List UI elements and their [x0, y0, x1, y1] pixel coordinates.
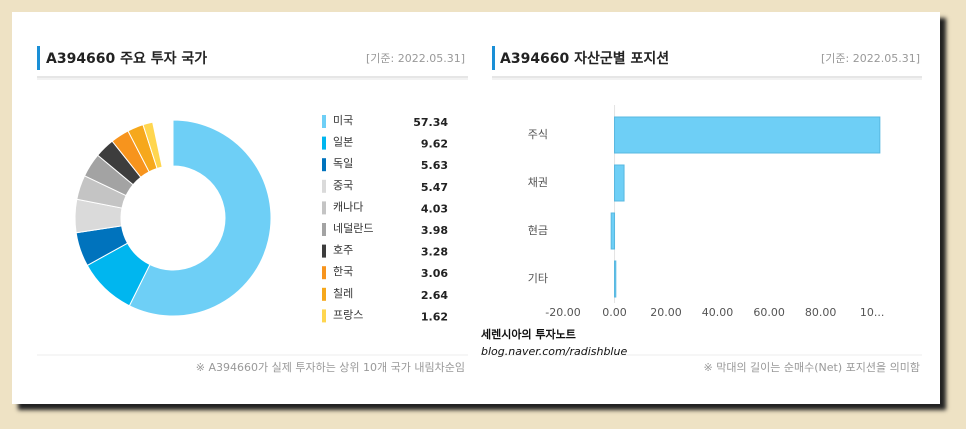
legend-swatch: [322, 136, 326, 150]
title-accent: [492, 46, 495, 70]
legend-swatch: [322, 179, 326, 193]
legend-label: 한국: [333, 265, 353, 278]
bar: [614, 260, 617, 298]
x-tick-label: 20.00: [650, 306, 682, 319]
legend-label: 독일: [333, 156, 353, 170]
bar: [614, 164, 625, 202]
date: [기준: 2022.05.31]: [821, 52, 920, 65]
legend-swatch: [322, 244, 326, 258]
bar: [610, 212, 616, 250]
footnote: ※ A394660가 실제 투자하는 상위 10개 국가 내림차순임: [196, 360, 465, 374]
x-tick-label: 80.00: [805, 306, 837, 319]
x-tick-label: -20.00: [545, 306, 580, 319]
legend-label: 중국: [333, 179, 353, 192]
y-tick-label: 채권: [528, 176, 548, 189]
chart-title: A394660 주요 투자 국가: [46, 51, 207, 67]
legend-swatch: [322, 309, 326, 323]
donut-slice: [142, 121, 163, 170]
legend-value: 4.03: [421, 202, 448, 215]
y-tick-label: 현금: [528, 224, 548, 237]
legend-label: 칠레: [333, 287, 353, 300]
y-tick-label: 주식: [528, 128, 548, 141]
legend-label: 미국: [333, 114, 353, 127]
legend-swatch: [322, 158, 326, 172]
legend-label: 프랑스: [333, 308, 363, 321]
bar: [614, 116, 881, 154]
legend-label: 호주: [333, 244, 353, 257]
legend-value: 3.06: [421, 267, 448, 280]
legend-value: 3.28: [421, 246, 448, 259]
legend-value: 5.63: [421, 159, 448, 172]
legend-value: 57.34: [413, 116, 448, 129]
legend-label: 네덜란드: [333, 222, 373, 235]
title-accent: [37, 46, 40, 70]
x-tick-label: 0.00: [602, 306, 627, 319]
legend-label: 캐나다: [333, 200, 363, 213]
watermark: 세렌시아의 투자노트: [481, 327, 576, 341]
legend-swatch: [322, 115, 326, 128]
watermark: blog.naver.com/radishblue: [481, 345, 627, 358]
legend-swatch: [322, 201, 326, 215]
legend-value: 5.47: [421, 181, 448, 194]
legend-swatch: [322, 287, 326, 301]
x-tick-label: 60.00: [753, 306, 785, 319]
date: [기준: 2022.05.31]: [366, 52, 465, 65]
chart-title: A394660 자산군별 포지션: [500, 50, 669, 67]
legend-swatch: [322, 266, 326, 280]
legend-value: 1.62: [421, 310, 448, 323]
legend-value: 9.62: [421, 138, 448, 151]
donut-slice: [128, 119, 272, 317]
x-tick-label: 10...: [860, 306, 885, 319]
x-tick-label: 40.00: [702, 306, 734, 319]
legend-label: 일본: [333, 135, 353, 149]
y-tick-label: 기타: [528, 272, 548, 285]
legend-value: 3.98: [421, 224, 448, 237]
legend-value: 2.64: [421, 289, 448, 302]
footnote: ※ 막대의 길이는 순매수(Net) 포지션을 의미함: [703, 361, 920, 374]
legend-swatch: [322, 223, 326, 236]
